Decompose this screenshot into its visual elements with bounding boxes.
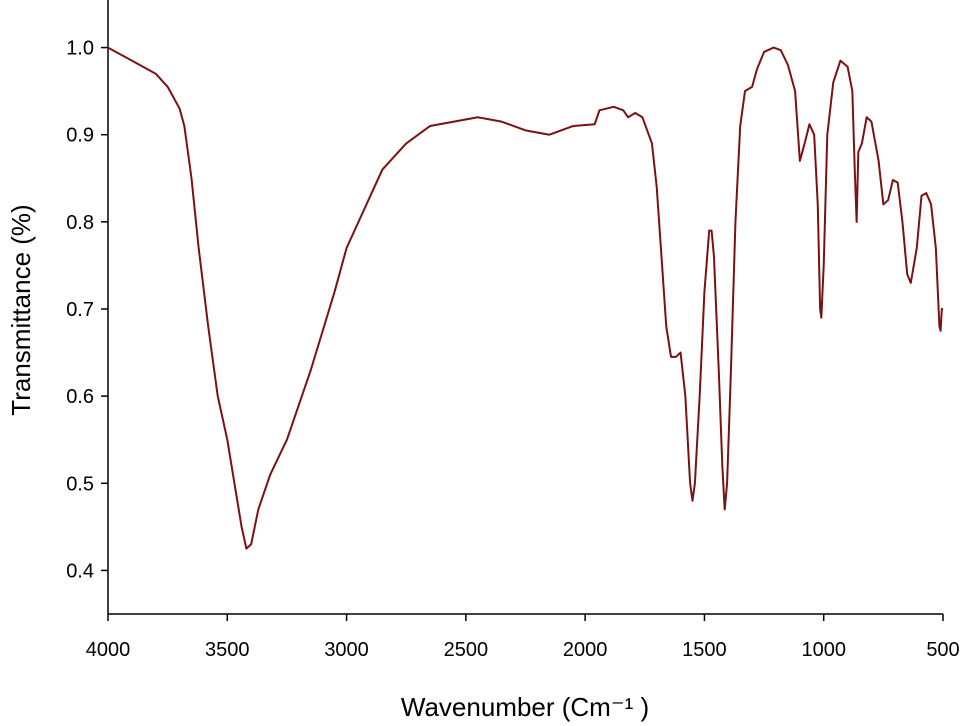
x-tick-label: 1500 [682, 639, 727, 661]
y-tick-label: 0.7 [66, 299, 94, 321]
y-tick-label: 0.9 [66, 125, 94, 147]
y-axis-label: Transmittance (%) [6, 204, 36, 415]
x-tick-label: 3000 [324, 639, 369, 661]
y-tick-label: 0.8 [66, 212, 94, 234]
y-tick-label: 1.0 [66, 38, 94, 60]
x-tick-label: 1000 [801, 639, 846, 661]
x-tick-label: 2500 [444, 639, 489, 661]
spectrum-line [107, 46, 943, 550]
y-tick-label: 0.6 [66, 386, 94, 408]
x-tick-label: 500 [926, 639, 959, 661]
x-tick-label: 4000 [86, 639, 131, 661]
x-tick-label: 3500 [205, 639, 250, 661]
y-tick-label: 0.4 [66, 560, 94, 582]
y-tick-label: 0.5 [66, 473, 94, 495]
x-tick-label: 2000 [563, 639, 608, 661]
x-axis-label: Wavenumber (Cm⁻¹ ) [401, 692, 649, 722]
